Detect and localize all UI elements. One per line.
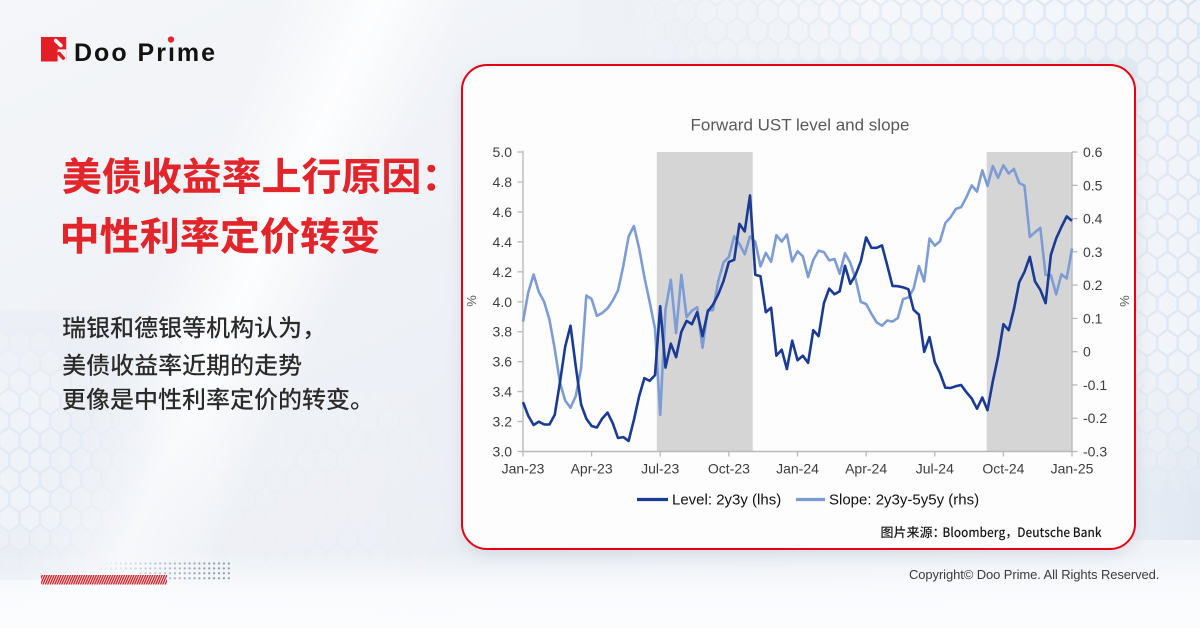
svg-text:0.2: 0.2	[1083, 277, 1103, 293]
svg-text:0: 0	[1083, 344, 1091, 360]
svg-text:Level: 2y3y (lhs): Level: 2y3y (lhs)	[672, 492, 781, 509]
svg-text:4.6: 4.6	[493, 204, 513, 220]
svg-text:Oct-24: Oct-24	[982, 461, 1024, 477]
svg-text:Slope: 2y3y-5y5y (rhs): Slope: 2y3y-5y5y (rhs)	[829, 492, 979, 509]
svg-text:-0.2: -0.2	[1083, 410, 1107, 426]
svg-text:0.5: 0.5	[1083, 177, 1103, 193]
svg-text:3.6: 3.6	[493, 354, 513, 370]
svg-text:4.0: 4.0	[493, 294, 513, 310]
svg-text:3.0: 3.0	[493, 444, 513, 460]
svg-text:Jul-23: Jul-23	[641, 461, 679, 477]
svg-text:-0.1: -0.1	[1083, 377, 1107, 393]
svg-text:Apr-23: Apr-23	[571, 461, 613, 477]
svg-text:%: %	[1117, 295, 1132, 307]
svg-text:4.8: 4.8	[493, 174, 513, 190]
svg-text:4.4: 4.4	[493, 234, 513, 250]
svg-text:3.8: 3.8	[493, 324, 513, 340]
svg-text:Apr-24: Apr-24	[845, 461, 887, 477]
svg-text:5.0: 5.0	[493, 144, 513, 160]
svg-text:Forward UST level and slope: Forward UST level and slope	[691, 116, 910, 135]
svg-text:0.3: 0.3	[1083, 244, 1103, 260]
svg-text:Jan-23: Jan-23	[502, 461, 545, 477]
svg-text:4.2: 4.2	[493, 264, 513, 280]
svg-text:Jan-25: Jan-25	[1051, 461, 1094, 477]
svg-text:3.2: 3.2	[493, 414, 513, 430]
svg-text:%: %	[464, 295, 479, 307]
svg-text:0.4: 0.4	[1083, 211, 1103, 227]
svg-text:3.4: 3.4	[493, 384, 513, 400]
svg-text:Jul-24: Jul-24	[916, 461, 954, 477]
svg-text:0.1: 0.1	[1083, 310, 1103, 326]
svg-text:0.6: 0.6	[1083, 144, 1103, 160]
svg-text:Oct-23: Oct-23	[708, 461, 750, 477]
svg-text:-0.3: -0.3	[1083, 444, 1107, 460]
svg-text:Jan-24: Jan-24	[776, 461, 819, 477]
